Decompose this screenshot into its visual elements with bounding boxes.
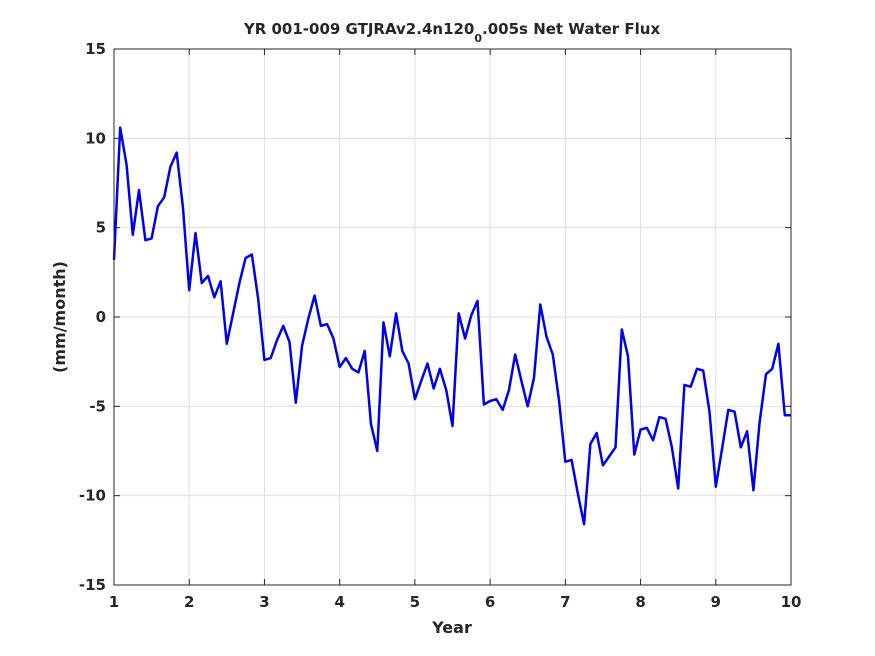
x-axis-title: Year [431, 618, 472, 637]
chart-title: YR 001-009 GTJRAv2.4n1200.005s Net Water… [243, 20, 661, 45]
x-tick-label: 1 [109, 593, 119, 611]
y-tick-label: 10 [85, 129, 106, 147]
series-line [112, 126, 791, 526]
x-tick-label: 4 [334, 593, 344, 611]
tick-labels: 1 2 3 4 5 6 7 8 9 10 -15 -10 -5 0 5 10 15 [79, 40, 802, 611]
x-tick-label: 7 [560, 593, 570, 611]
x-tick-label: 5 [410, 593, 420, 611]
y-tick-label: 5 [96, 219, 106, 237]
x-tick-label: 8 [635, 593, 645, 611]
y-tick-label: -5 [89, 397, 106, 415]
y-tick-label: 15 [85, 40, 106, 58]
y-tick-label: 0 [96, 308, 106, 326]
series-line-path [112, 126, 791, 526]
x-tick-label: 3 [259, 593, 269, 611]
x-tick-label: 2 [184, 593, 194, 611]
y-tick-label: -15 [79, 576, 106, 594]
y-tick-label: -10 [79, 487, 106, 505]
y-axis-title: (mm/month) [50, 261, 69, 373]
x-tick-label: 10 [781, 593, 802, 611]
x-tick-label: 6 [485, 593, 495, 611]
x-tick-label: 9 [711, 593, 721, 611]
plot-frame [113, 48, 792, 586]
